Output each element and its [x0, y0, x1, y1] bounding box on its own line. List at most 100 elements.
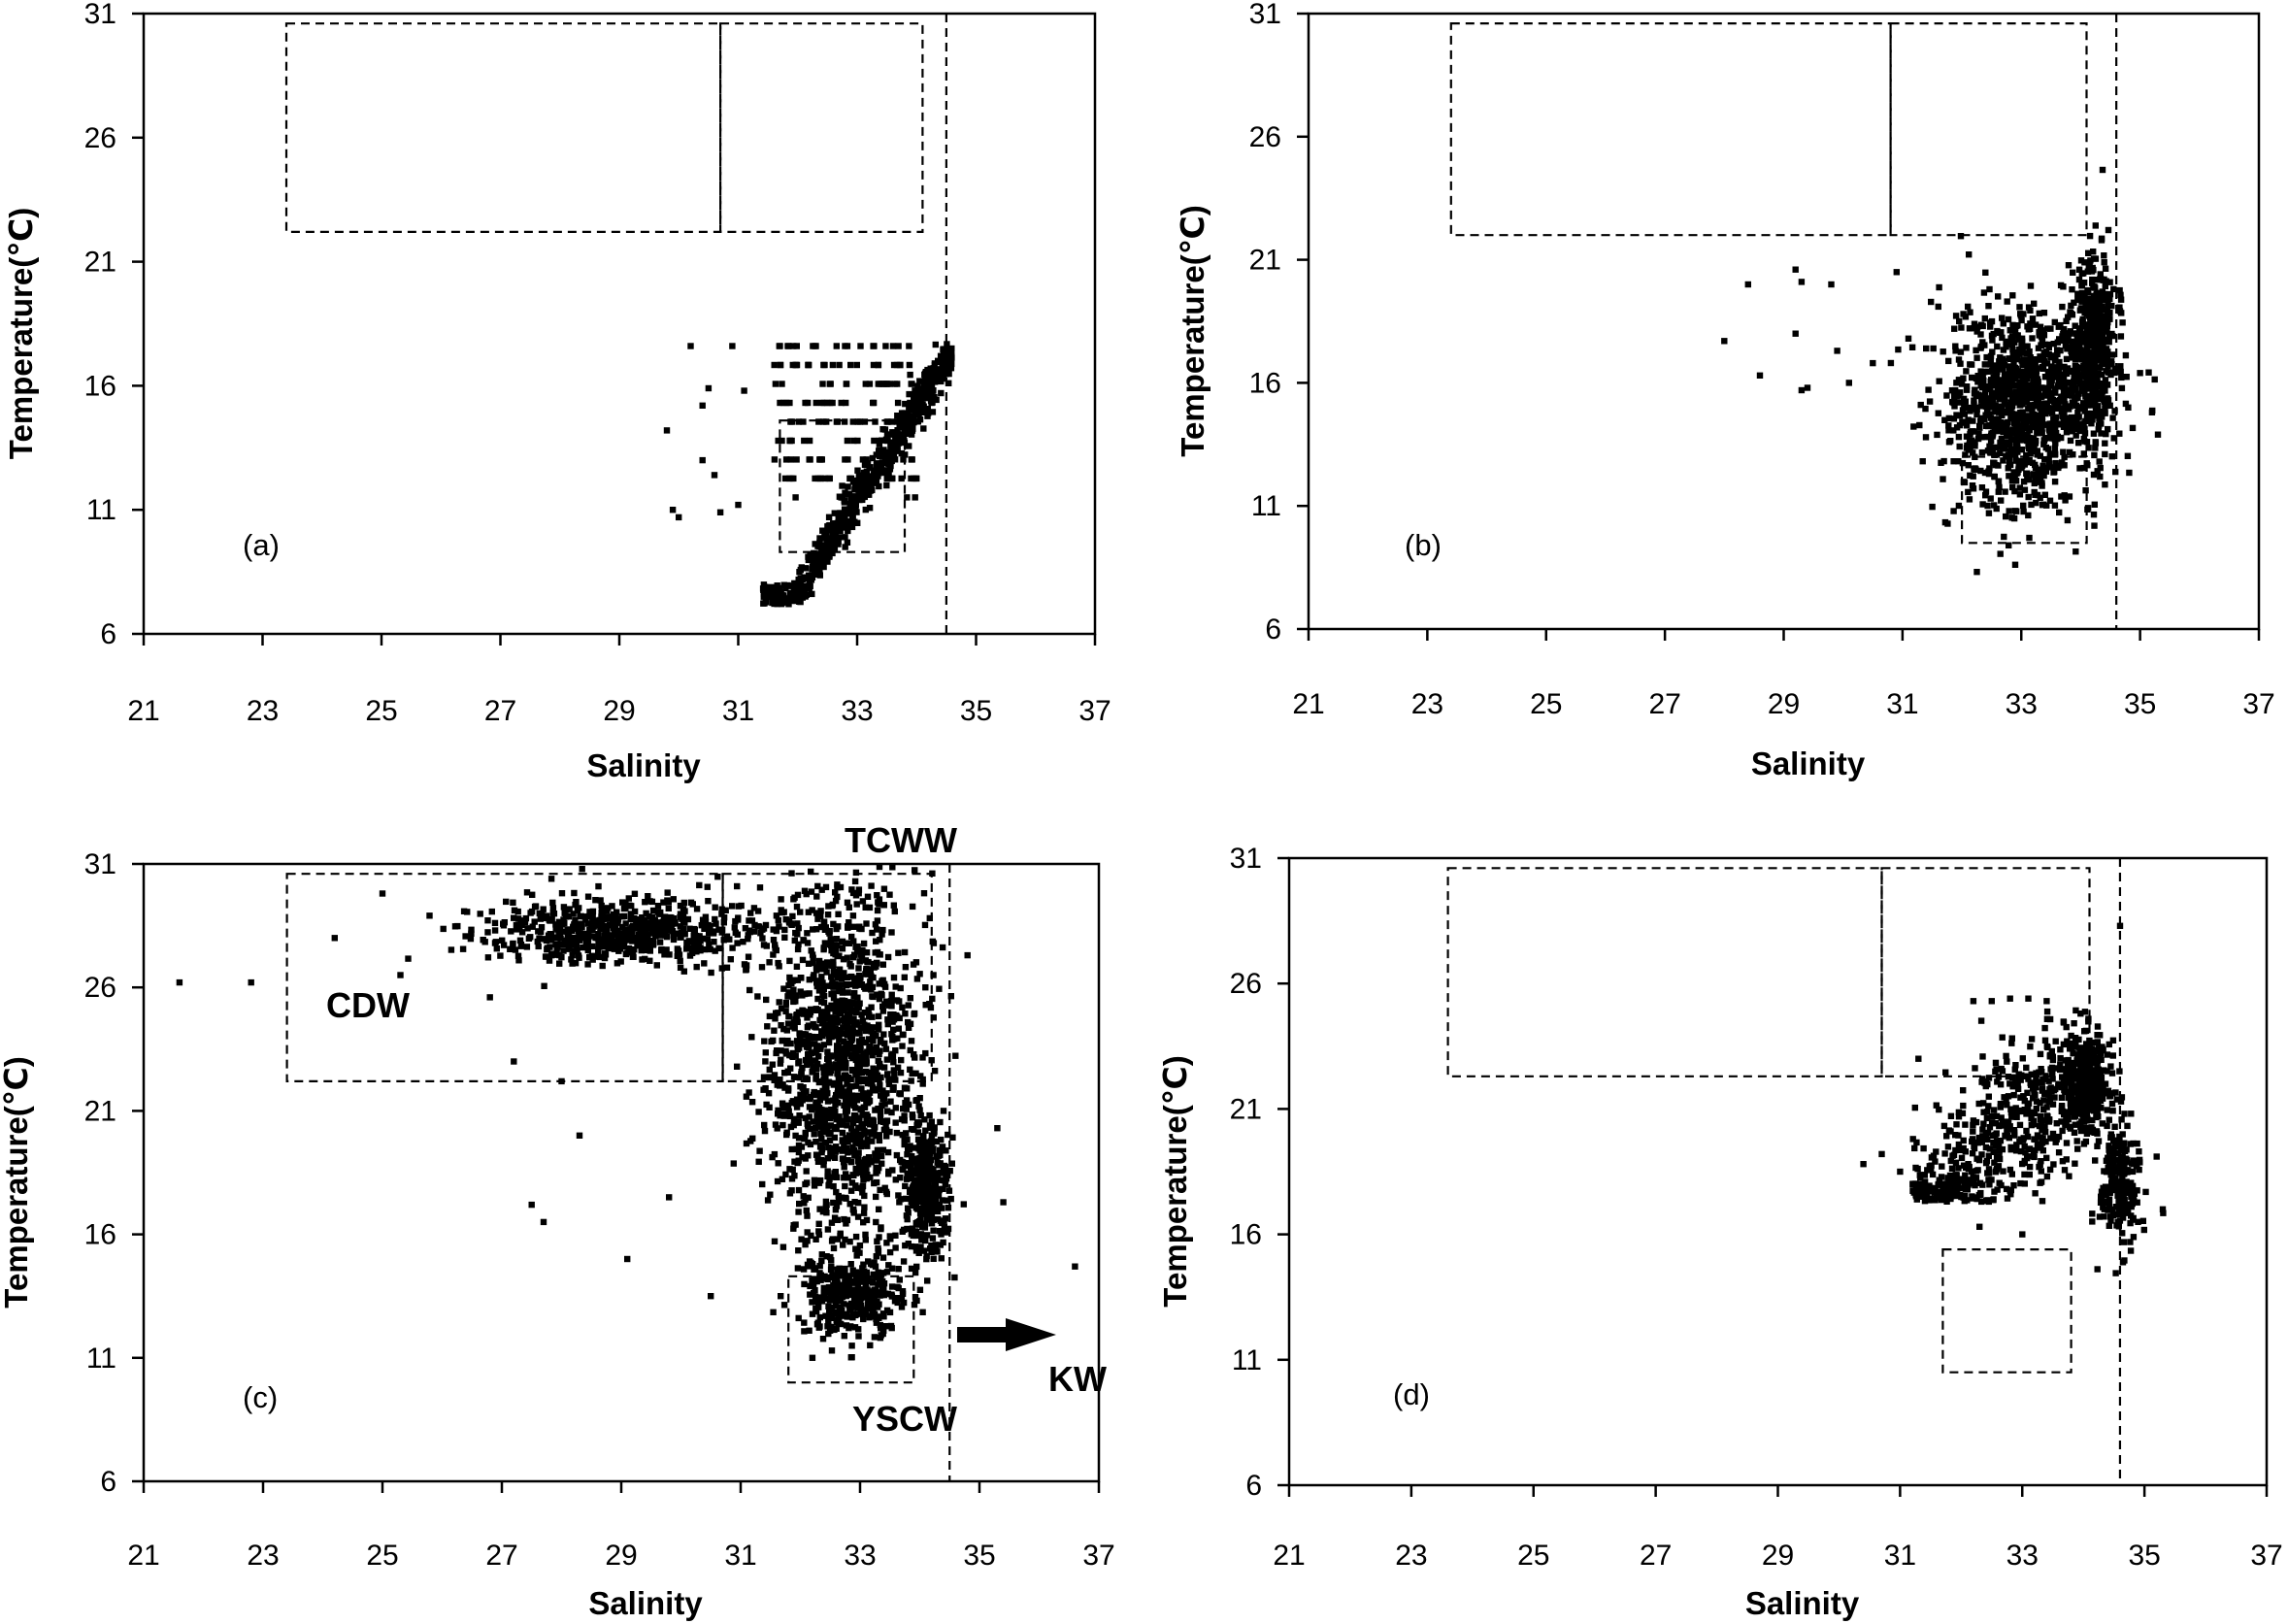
data-point [839, 1312, 846, 1319]
data-point [886, 1128, 893, 1136]
data-point [2082, 487, 2089, 494]
data-point [874, 1072, 881, 1078]
data-point [879, 1291, 885, 1299]
data-point [875, 460, 882, 467]
data-point [766, 1074, 773, 1080]
data-point [868, 973, 875, 979]
data-point [905, 430, 912, 437]
data-point [815, 1053, 822, 1060]
data-point [2042, 444, 2049, 451]
data-point [1969, 482, 1976, 489]
data-point [1834, 348, 1840, 354]
data-point [1965, 462, 1972, 469]
data-point [785, 917, 793, 924]
data-point [1973, 404, 1979, 412]
data-point [819, 381, 826, 387]
data-point [2145, 369, 2152, 376]
data-point [2072, 384, 2078, 391]
data-point [2033, 368, 2040, 375]
data-point [908, 381, 914, 387]
panel-b: 21 23 25 27 29 31 33 35 3761116212631SalinityTem… [1175, 0, 2275, 781]
data-point [839, 1155, 846, 1162]
data-point [842, 997, 848, 1005]
data-point [2101, 259, 2107, 266]
data-point [729, 343, 736, 349]
data-point [1798, 279, 1806, 285]
data-point [911, 1051, 917, 1058]
data-point [809, 1299, 815, 1306]
data-point [2011, 376, 2019, 382]
data-point [1997, 382, 2004, 389]
data-point [790, 896, 797, 903]
data-point [529, 891, 536, 898]
data-point [869, 1138, 876, 1144]
data-point [924, 406, 931, 413]
data-point [2027, 307, 2034, 314]
data-point [2002, 488, 2008, 495]
data-point [769, 585, 776, 592]
data-point [872, 1155, 879, 1163]
data-point [804, 1238, 811, 1244]
data-point [1974, 373, 1981, 380]
data-point [805, 1194, 812, 1201]
data-point [869, 1084, 877, 1091]
data-point [862, 1155, 870, 1163]
y-tick-label: 11 [86, 494, 116, 526]
panel-a: 21 23 25 27 29 31 33 35 3761116212631SalinityTem… [3, 0, 1111, 783]
data-point [824, 1226, 832, 1233]
data-point [775, 1107, 781, 1114]
data-point [1804, 384, 1811, 391]
data-point [860, 940, 868, 947]
data-point [658, 919, 665, 926]
data-point [873, 1193, 879, 1201]
data-point [1935, 303, 1941, 311]
data-point [800, 1090, 808, 1097]
data-point [875, 1057, 881, 1064]
data-point [2103, 357, 2110, 365]
data-point [2104, 325, 2110, 332]
data-point [848, 933, 855, 941]
data-point [874, 892, 880, 899]
data-point [2080, 450, 2087, 457]
data-point [835, 1043, 843, 1050]
data-point [912, 867, 918, 874]
data-point [876, 980, 882, 987]
data-point [2033, 499, 2039, 507]
data-point [612, 938, 618, 945]
data-point [646, 944, 652, 950]
data-point [556, 923, 564, 930]
data-point [599, 925, 607, 932]
data-point [890, 1059, 897, 1066]
data-point [550, 911, 558, 917]
data-point [448, 946, 455, 953]
data-point [586, 926, 593, 934]
data-point [874, 1238, 880, 1244]
data-point [1965, 447, 1972, 453]
data-point [1985, 303, 1992, 310]
data-point [2062, 343, 2070, 349]
data-point [831, 1030, 838, 1037]
data-point [814, 543, 821, 549]
data-point [2035, 387, 2042, 395]
data-point [854, 1158, 862, 1165]
data-point [803, 1061, 811, 1069]
data-point [832, 946, 840, 953]
data-point [2077, 257, 2085, 264]
data-point [829, 542, 836, 548]
data-point [818, 1020, 826, 1027]
data-point [796, 1074, 803, 1081]
x-tick-label: 31 [722, 695, 754, 727]
data-point [845, 1093, 851, 1100]
data-point [808, 577, 815, 583]
data-point [1989, 429, 1997, 437]
data-point [901, 948, 909, 956]
data-point [2038, 408, 2045, 414]
data-point [685, 938, 692, 945]
data-point [734, 882, 741, 890]
data-point [1959, 407, 1967, 414]
data-point [791, 992, 798, 999]
data-point [772, 381, 779, 387]
data-point [881, 983, 889, 990]
data-point [558, 890, 566, 897]
data-point [862, 1281, 869, 1288]
